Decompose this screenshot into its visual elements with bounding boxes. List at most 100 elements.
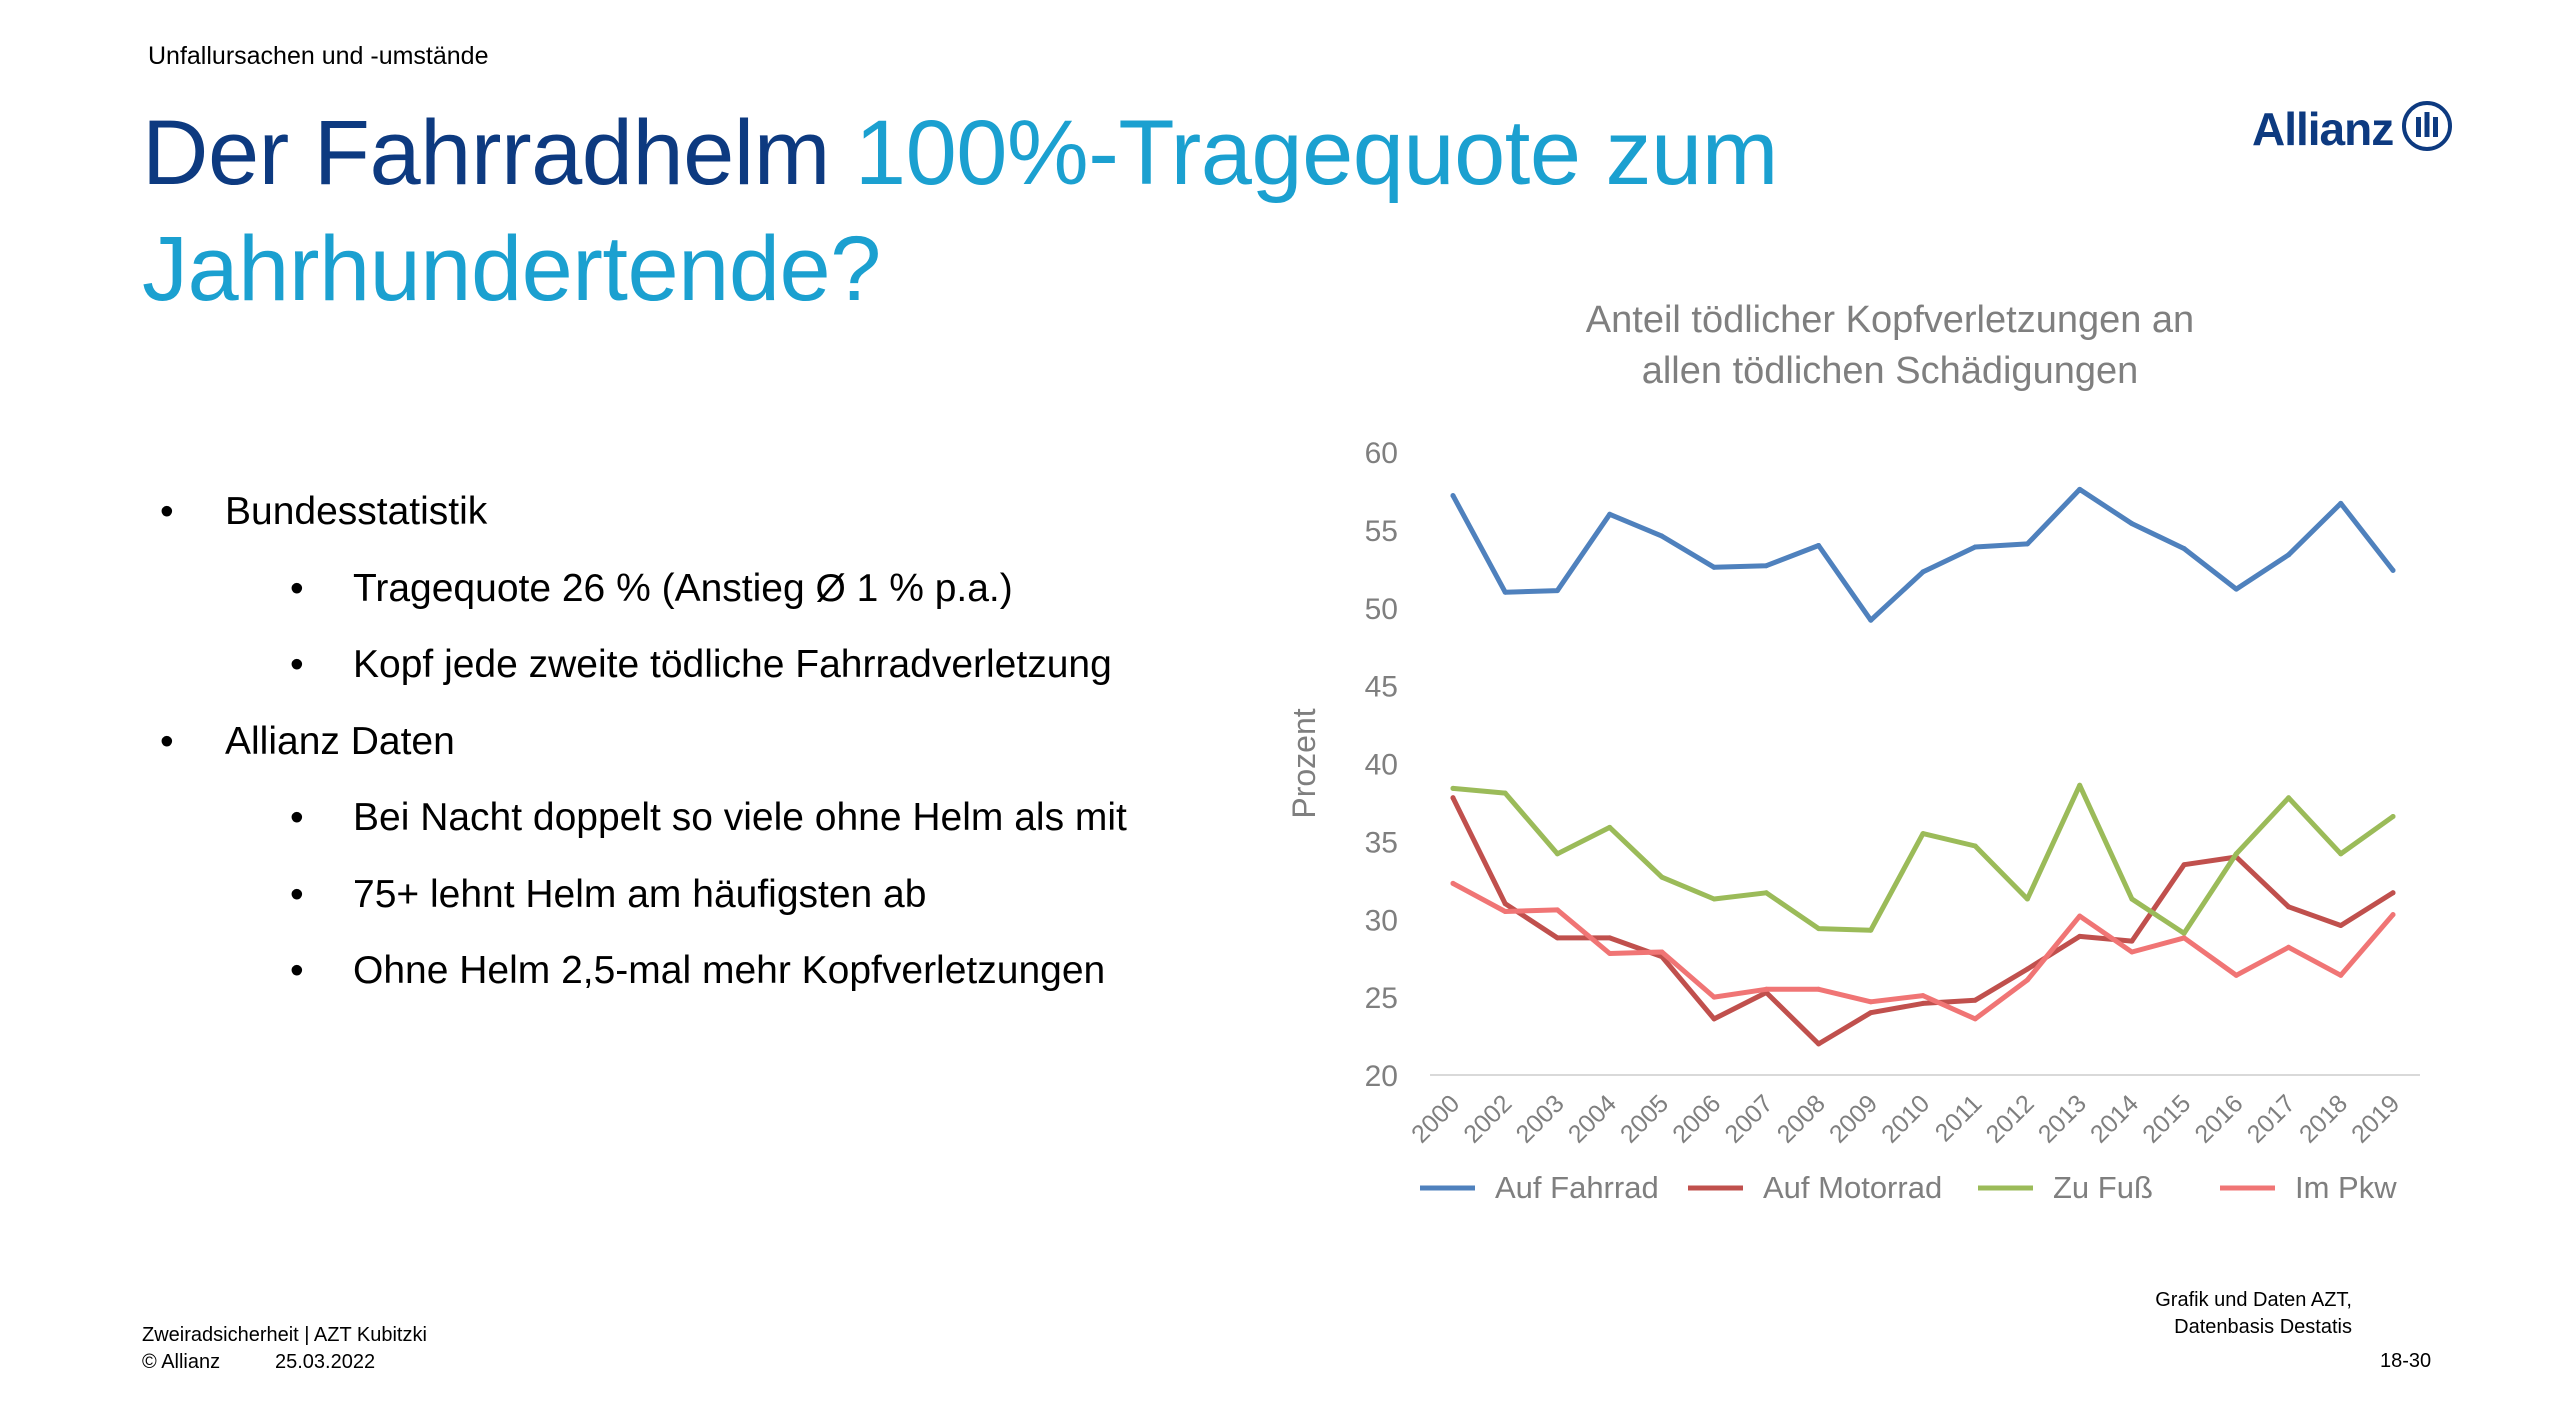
- data-point: [1972, 1016, 1978, 1022]
- data-point: [1920, 831, 1926, 837]
- legend-label: Zu Fuß: [2053, 1170, 2153, 1205]
- data-point: [1607, 511, 1613, 517]
- data-point: [1607, 824, 1613, 830]
- data-point: [2338, 972, 2344, 978]
- x-tick-label: 2008: [1772, 1089, 1831, 1148]
- data-point: [2024, 541, 2030, 547]
- footer-presentation: Zweiradsicherheit | AZT Kubitzki: [142, 1324, 427, 1346]
- series-line-2: [1450, 782, 2396, 936]
- data-point: [1502, 589, 1508, 595]
- data-point: [1763, 563, 1769, 569]
- footer-left: Zweiradsicherheit | AZT Kubitzki © Allia…: [142, 1322, 427, 1376]
- y-tick-label: 60: [1365, 437, 1398, 470]
- x-tick-label: 2009: [1824, 1089, 1883, 1148]
- legend-label: Auf Fahrrad: [1495, 1170, 1659, 1205]
- bullet-marker: •: [290, 949, 304, 992]
- data-point: [2390, 567, 2396, 573]
- bullet-marker: •: [160, 719, 174, 763]
- data-point: [1711, 994, 1717, 1000]
- data-point: [1554, 907, 1560, 913]
- data-point: [1868, 999, 1874, 1005]
- x-tick-label: 2015: [2137, 1089, 2196, 1148]
- section-label: Unfallursachen und -umstände: [148, 42, 489, 70]
- x-tick-label: 2007: [1719, 1089, 1778, 1148]
- data-point: [1554, 588, 1560, 594]
- data-point: [1763, 986, 1769, 992]
- bullet-text: Tragequote 26 % (Anstieg Ø 1 % p.a.): [353, 566, 1013, 610]
- data-point: [2390, 890, 2396, 896]
- y-tick-label: 40: [1365, 749, 1398, 782]
- chart-title-line2: allen tödlichen Schädigungen: [1641, 350, 2139, 392]
- data-point: [1607, 951, 1613, 956]
- data-point: [2181, 546, 2187, 552]
- data-point: [1450, 795, 1456, 801]
- data-point: [2077, 486, 2083, 492]
- data-point: [2286, 552, 2292, 558]
- page-title: Der Fahrradhelm 100%-Tragequote zum Jahr…: [142, 95, 2042, 327]
- logo-text: Allianz: [2252, 102, 2394, 155]
- y-tick-label: 55: [1365, 515, 1398, 548]
- allianz-logo: Allianz: [2252, 100, 2453, 157]
- bullet-text: Bundesstatistik: [225, 490, 488, 533]
- y-tick-label: 50: [1365, 593, 1398, 626]
- data-point: [1816, 926, 1822, 932]
- data-point: [1450, 785, 1456, 791]
- data-point: [2181, 862, 2187, 868]
- data-point: [2024, 966, 2030, 972]
- data-point: [2181, 930, 2187, 936]
- y-tick-label: 45: [1365, 671, 1398, 704]
- data-point: [1450, 493, 1456, 499]
- data-point: [2077, 913, 2083, 919]
- allianz-eagle-icon: [2401, 100, 2453, 157]
- series-line-3: [1450, 880, 2396, 1022]
- bullet-text: Ohne Helm 2,5-mal mehr Kopfverletzungen: [353, 949, 1106, 992]
- data-point: [1659, 874, 1665, 880]
- data-point: [1972, 997, 1978, 1003]
- data-point: [2129, 938, 2135, 944]
- title-part-light-line2: Jahrhundertende?: [142, 218, 881, 320]
- data-point: [2233, 851, 2239, 857]
- bullet-text: 75+ lehnt Helm am häufigsten ab: [353, 872, 927, 916]
- y-tick-label: 25: [1365, 982, 1398, 1015]
- bullet-marker: •: [290, 643, 304, 686]
- data-point: [2129, 896, 2135, 902]
- chart-title: Anteil tödlicher Kopfverletzungen an all…: [1460, 295, 2320, 397]
- data-point: [2181, 935, 2187, 941]
- data-point: [1659, 533, 1665, 539]
- x-tick-label: 2018: [2294, 1089, 2353, 1148]
- data-point: [1868, 1010, 1874, 1016]
- data-point: [1816, 1041, 1822, 1047]
- data-point: [2024, 977, 2030, 983]
- data-point: [1607, 935, 1613, 941]
- data-point: [1711, 564, 1717, 570]
- y-tick-label: 30: [1365, 904, 1398, 937]
- data-point: [2129, 521, 2135, 527]
- data-point: [1816, 543, 1822, 548]
- data-point: [2024, 896, 2030, 902]
- data-point: [1868, 617, 1874, 623]
- data-point: [1502, 790, 1508, 796]
- y-axis-label: Prozent: [1286, 708, 1322, 818]
- data-point: [1502, 909, 1508, 914]
- bullet-marker: •: [290, 796, 304, 839]
- line-chart: Prozent202530354045505560200020022003200…: [1286, 437, 2420, 1205]
- data-point: [2390, 912, 2396, 918]
- chart-title-line1: Anteil tödlicher Kopfverletzungen an: [1585, 299, 2195, 341]
- x-tick-label: 2017: [2242, 1089, 2301, 1148]
- data-point: [2286, 904, 2292, 910]
- data-point: [1816, 986, 1822, 992]
- title-part-dark: Der Fahrradhelm: [142, 102, 855, 204]
- data-point: [1554, 851, 1560, 857]
- x-tick-label: 2003: [1511, 1089, 1570, 1148]
- series-line-0: [1450, 486, 2396, 623]
- source-note: Grafik und Daten AZT, Datenbasis Destati…: [2080, 1287, 2352, 1341]
- x-tick-label: 2016: [2189, 1089, 2248, 1148]
- bullet-text: Allianz Daten: [225, 719, 455, 763]
- source-line2: Datenbasis Destatis: [2174, 1316, 2352, 1338]
- bullet-marker: •: [290, 566, 304, 610]
- x-tick-label: 2014: [2085, 1089, 2144, 1148]
- data-point: [1920, 993, 1926, 999]
- x-tick-label: 2004: [1563, 1089, 1622, 1148]
- x-tick-label: 2011: [1930, 1089, 1988, 1147]
- data-point: [2233, 586, 2239, 592]
